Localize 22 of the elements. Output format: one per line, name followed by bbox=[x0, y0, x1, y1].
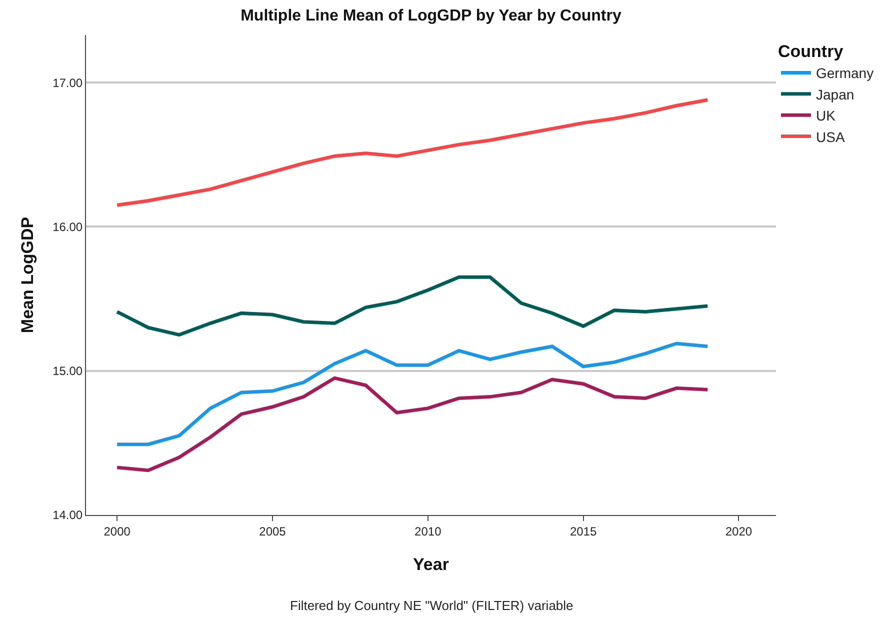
y-tick-label: 17.00 bbox=[52, 76, 83, 90]
x-tick-label: 2010 bbox=[414, 524, 442, 538]
line-series bbox=[115, 342, 710, 446]
legend-label: UK bbox=[816, 108, 836, 124]
line-series bbox=[115, 275, 710, 337]
chart-title: Multiple Line Mean of LogGDP by Year by Country bbox=[240, 7, 622, 24]
legend-label: Japan bbox=[816, 86, 854, 102]
x-tick-label: 2000 bbox=[104, 524, 131, 538]
line-series bbox=[115, 98, 710, 207]
x-axis-title: Year bbox=[413, 554, 450, 574]
x-tick-label: 2015 bbox=[570, 524, 597, 538]
line-series bbox=[115, 376, 710, 472]
y-tick-label: 15.00 bbox=[52, 364, 83, 378]
x-tick-label: 2020 bbox=[725, 524, 752, 538]
y-tick-label: 16.00 bbox=[52, 220, 83, 234]
y-tick-label: 14.00 bbox=[52, 508, 83, 522]
legend-label: Germany bbox=[816, 65, 874, 82]
x-tick-label: 2005 bbox=[259, 524, 286, 538]
legend-title: Country bbox=[778, 42, 844, 62]
legend-label: USA bbox=[816, 128, 846, 145]
y-axis-title: Mean LogGDP bbox=[18, 216, 38, 334]
text: Filtered by Country NE "World" (FILTER) variable bbox=[290, 598, 574, 613]
